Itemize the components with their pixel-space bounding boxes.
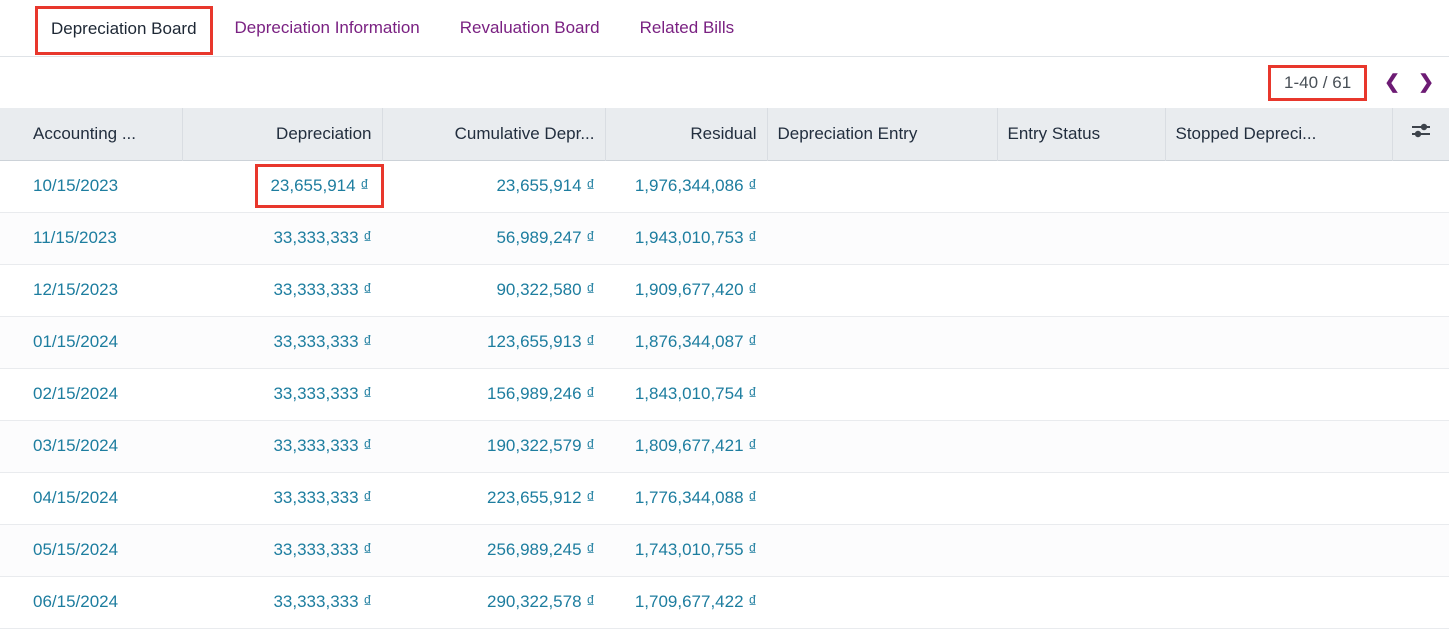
residual-cell: 1,976,344,086 ₫	[634, 176, 757, 195]
accounting-date-cell: 03/15/2024	[33, 436, 119, 455]
table-row[interactable]: 11/15/2023 33,333,333 ₫ 56,989,247 ₫ 1,9…	[0, 212, 1449, 265]
sliders-icon[interactable]	[1410, 122, 1432, 140]
pager-range[interactable]: 1-40 / 61	[1284, 72, 1352, 92]
pager-row: 1-40 / 61 ❮ ❯	[0, 57, 1449, 108]
annotation-box-active-tab: Depreciation Board	[35, 6, 213, 55]
table-row[interactable]: 06/15/2024 33,333,333 ₫ 290,322,578 ₫ 1,…	[0, 576, 1449, 629]
pager-next-icon[interactable]: ❯	[1418, 72, 1434, 93]
depreciation-cell: 33,333,333 ₫	[273, 228, 372, 247]
column-header-depreciation-entry[interactable]: Depreciation Entry	[766, 108, 997, 160]
tab-revaluation-board[interactable]: Revaluation Board	[459, 18, 600, 37]
depreciation-board-table: Accounting ... Depreciation Cumulative D…	[0, 108, 1449, 629]
residual-cell: 1,843,010,754 ₫	[634, 384, 757, 403]
cumulative-depreciation-cell: 123,655,913 ₫	[487, 332, 595, 351]
residual-cell: 1,809,677,421 ₫	[634, 436, 757, 455]
cumulative-depreciation-cell: 156,989,246 ₫	[487, 384, 595, 403]
depreciation-cell: 33,333,333 ₫	[273, 540, 372, 559]
residual-cell: 1,943,010,753 ₫	[634, 228, 757, 247]
table-row[interactable]: 03/15/2024 33,333,333 ₫ 190,322,579 ₫ 1,…	[0, 420, 1449, 473]
accounting-date-cell: 05/15/2024	[33, 540, 119, 559]
annotation-box-pager: 1-40 / 61	[1268, 64, 1368, 101]
accounting-date-cell: 11/15/2023	[33, 228, 117, 247]
tab-related-bills[interactable]: Related Bills	[639, 18, 735, 37]
table-header-row: Accounting ... Depreciation Cumulative D…	[0, 108, 1449, 160]
notebook-tab-bar: Depreciation Board Depreciation Informati…	[0, 0, 1449, 57]
accounting-date-cell: 01/15/2024	[33, 332, 119, 351]
depreciation-cell: 33,333,333 ₫	[273, 384, 372, 403]
cumulative-depreciation-cell: 290,322,578 ₫	[487, 592, 595, 611]
accounting-date-cell: 06/15/2024	[33, 592, 119, 611]
depreciation-cell: 33,333,333 ₫	[273, 436, 372, 455]
accounting-date-cell: 04/15/2024	[33, 488, 119, 507]
depreciation-cell: 33,333,333 ₫	[273, 488, 372, 507]
cumulative-depreciation-cell: 256,989,245 ₫	[487, 540, 595, 559]
cumulative-depreciation-cell: 190,322,579 ₫	[487, 436, 595, 455]
annotation-box-depreciation-value: 23,655,914 ₫	[255, 164, 384, 208]
column-header-residual[interactable]: Residual	[604, 108, 767, 160]
depreciation-cell: 33,333,333 ₫	[273, 332, 372, 351]
table-row[interactable]: 12/15/2023 33,333,333 ₫ 90,322,580 ₫ 1,9…	[0, 264, 1449, 317]
accounting-date-cell: 02/15/2024	[33, 384, 119, 403]
column-header-entry-status[interactable]: Entry Status	[996, 108, 1165, 160]
cumulative-depreciation-cell: 56,989,247 ₫	[496, 228, 595, 247]
table-row[interactable]: 04/15/2024 33,333,333 ₫ 223,655,912 ₫ 1,…	[0, 472, 1449, 525]
column-header-depreciation[interactable]: Depreciation	[181, 108, 382, 160]
column-header-cumulative-depr[interactable]: Cumulative Depr...	[381, 108, 605, 160]
table-row[interactable]: 10/15/2023 23,655,914 ₫ 23,655,914 ₫ 1,9…	[0, 160, 1449, 213]
table-row[interactable]: 05/15/2024 33,333,333 ₫ 256,989,245 ₫ 1,…	[0, 524, 1449, 577]
cumulative-depreciation-cell: 223,655,912 ₫	[487, 488, 595, 507]
column-header-accounting[interactable]: Accounting ...	[0, 108, 182, 160]
residual-cell: 1,709,677,422 ₫	[634, 592, 757, 611]
tab-list: Depreciation Board Depreciation Informati…	[35, 1, 734, 55]
table-row[interactable]: 01/15/2024 33,333,333 ₫ 123,655,913 ₫ 1,…	[0, 316, 1449, 369]
table-row[interactable]: 02/15/2024 33,333,333 ₫ 156,989,246 ₫ 1,…	[0, 368, 1449, 421]
pager-nav: ❮ ❯	[1375, 71, 1443, 94]
column-header-stopped-depreci[interactable]: Stopped Depreci...	[1164, 108, 1392, 160]
cumulative-depreciation-cell: 23,655,914 ₫	[496, 176, 595, 195]
optional-columns-header	[1391, 108, 1449, 160]
accounting-date-cell: 10/15/2023	[33, 176, 119, 195]
tab-depreciation-information[interactable]: Depreciation Information	[234, 18, 420, 37]
tab-depreciation-board[interactable]: Depreciation Board	[51, 19, 197, 38]
pager-previous-icon[interactable]: ❮	[1384, 72, 1401, 93]
depreciation-cell: 33,333,333 ₫	[273, 280, 372, 299]
cumulative-depreciation-cell: 90,322,580 ₫	[496, 280, 595, 299]
residual-cell: 1,776,344,088 ₫	[634, 488, 757, 507]
residual-cell: 1,743,010,755 ₫	[634, 540, 757, 559]
residual-cell: 1,909,677,420 ₫	[634, 280, 757, 299]
depreciation-cell: 33,333,333 ₫	[273, 592, 372, 611]
accounting-date-cell: 12/15/2023	[33, 280, 119, 299]
residual-cell: 1,876,344,087 ₫	[634, 332, 757, 351]
